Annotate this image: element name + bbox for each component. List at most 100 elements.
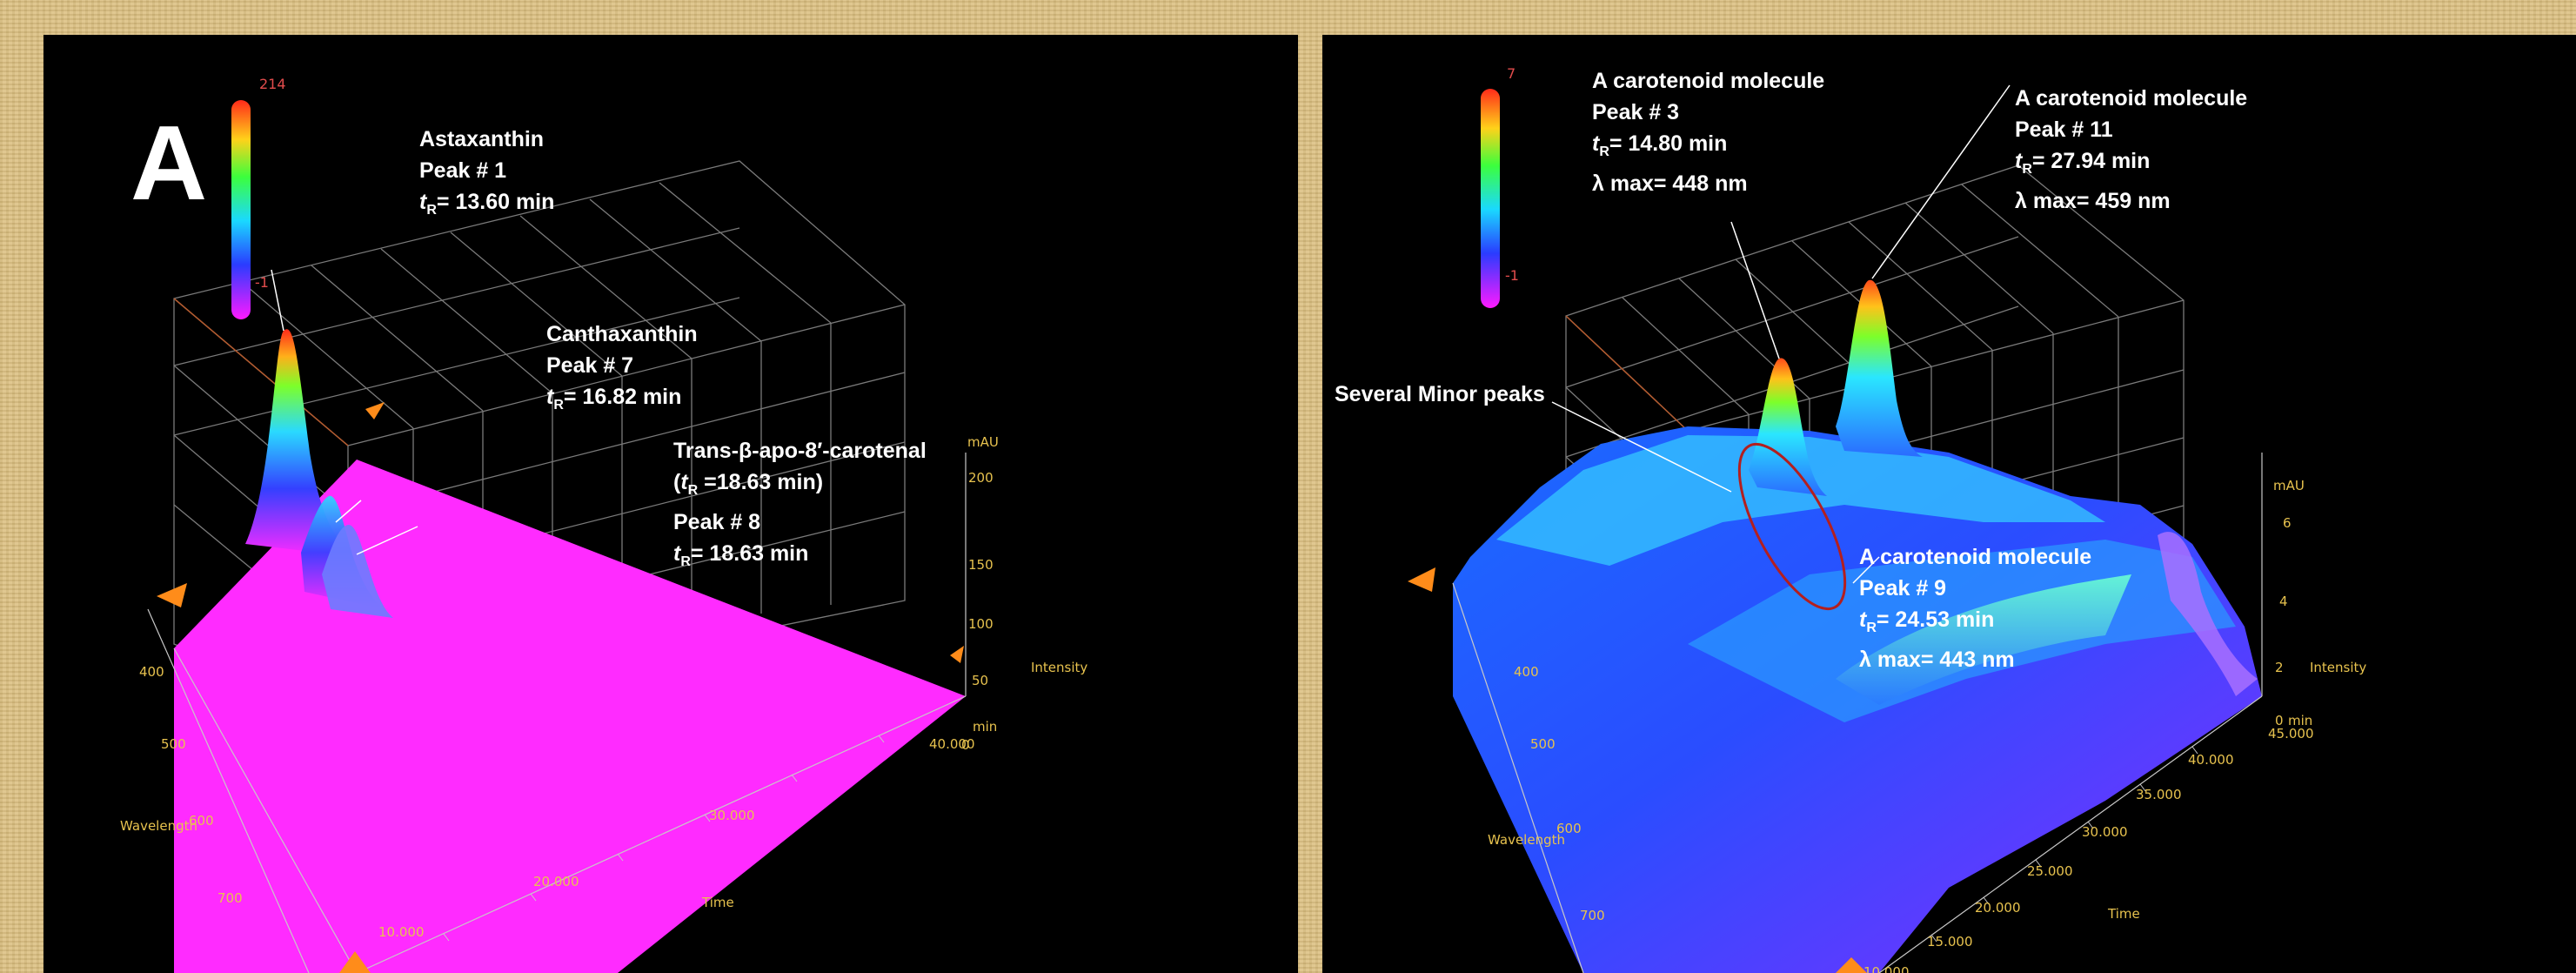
color-scale-max-b: 7	[1507, 65, 1515, 82]
peak-9-name: A carotenoid molecule	[1859, 545, 2092, 569]
intensity-tick-6-b: 6	[2283, 515, 2292, 531]
canthaxanthin-tr: tR= 16.82 min	[546, 385, 682, 413]
wavelength-tick-500: 500	[161, 736, 186, 752]
surface-edge-ridge	[2158, 532, 2258, 696]
marker-bottom-b	[1836, 957, 1867, 973]
peak-11	[1836, 279, 1923, 457]
canthaxanthin-name: Canthaxanthin	[546, 322, 698, 346]
peak-3-tr: tR= 14.80 min	[1592, 131, 1728, 159]
origin-edge	[173, 298, 349, 446]
time-tick-20: 20.000	[533, 874, 579, 889]
time-tick-30-b: 30.000	[2082, 824, 2128, 840]
axis-lines-b	[1452, 453, 2263, 973]
marker-bottom	[339, 951, 371, 973]
panel-a: 400 500 600 700 Wavelength 10.000 20.000…	[43, 35, 1298, 973]
wavelength-tick-700: 700	[217, 890, 243, 906]
surface-plateau-b	[1496, 435, 2105, 566]
apocarotenal-name: Trans-β-apo-8′-carotenal	[673, 439, 927, 463]
time-axis-ticks-b	[1930, 746, 2198, 943]
peak-3-lmax: λ max= 448 nm	[1592, 171, 1748, 196]
intensity-tick-150: 150	[968, 557, 994, 573]
annotation-astaxanthin: Astaxanthin Peak # 1 tR= 13.60 min	[419, 124, 554, 226]
annotation-canthaxanthin: Canthaxanthin Peak # 7 tR= 16.82 min	[546, 319, 698, 421]
time-axis-line	[173, 648, 967, 973]
intensity-tick-200: 200	[968, 470, 994, 486]
peak-9-lmax: λ max= 443 nm	[1859, 648, 2015, 672]
intensity-tick-50: 50	[972, 673, 988, 688]
marker-left-b	[1408, 567, 1435, 592]
time-unit: min	[973, 719, 997, 735]
peak-9-tr: tR= 24.53 min	[1859, 607, 1995, 635]
peak-11-name: A carotenoid molecule	[2015, 86, 2248, 111]
peak-3-name: A carotenoid molecule	[1592, 69, 1825, 93]
annotation-peak-3: A carotenoid molecule Peak # 3 tR= 14.80…	[1592, 65, 1824, 199]
panel-b: 400 500 600 700 Wavelength 10.000 15.000…	[1322, 35, 2576, 973]
wavelength-axis-label-b: Wavelength	[1488, 832, 1565, 848]
leader-lines-b	[1551, 84, 2011, 584]
marker-right	[950, 646, 964, 663]
peak-11-lmax: λ max= 459 nm	[2015, 189, 2171, 213]
color-scale-min-b: -1	[1505, 267, 1519, 284]
annotation-minor-peaks: Several Minor peaks	[1335, 382, 1545, 406]
peak-11-tr: tR= 27.94 min	[2015, 149, 2151, 177]
wavelength-tick-700-b: 700	[1580, 908, 1605, 923]
annotation-apocarotenal: Trans-β-apo-8′-carotenal (tR =18.63 min)…	[673, 435, 927, 578]
intensity-tick-4-b: 4	[2279, 594, 2288, 609]
apocarotenal-peak: Peak # 8	[673, 510, 761, 534]
marker-left	[157, 583, 187, 607]
wavelength-tick-600-b: 600	[1556, 821, 1582, 836]
wavelength-axis-line	[147, 608, 310, 973]
intensity-axis-label: Intensity	[1031, 660, 1087, 675]
time-tick-20-b: 20.000	[1975, 900, 2021, 916]
time-tick-40-b: 40.000	[2188, 752, 2234, 768]
surface-plot-a: 400 500 600 700 Wavelength 10.000 20.000…	[120, 76, 1087, 973]
wavelength-tick-400: 400	[139, 664, 164, 680]
time-axis-ticks	[443, 735, 885, 942]
time-tick-25-b: 25.000	[2027, 863, 2073, 879]
wavelength-axis-label: Wavelength	[120, 818, 197, 834]
canthaxanthin-peak: Peak # 7	[546, 353, 634, 378]
minor-peaks-ellipse	[1737, 442, 1847, 611]
leader-lines	[271, 269, 418, 555]
origin-edge-b	[1565, 315, 1689, 432]
peak-3-peak: Peak # 3	[1592, 100, 1680, 124]
wavelength-tick-400-b: 400	[1514, 664, 1539, 680]
time-axis-label: Time	[701, 895, 734, 910]
color-scale-max: 214	[259, 76, 286, 92]
intensity-tick-2-b: 2	[2275, 660, 2284, 675]
time-tick-45-b: 45.000	[2268, 726, 2314, 741]
astaxanthin-name: Astaxanthin	[419, 127, 545, 151]
annotation-peak-11: A carotenoid molecule Peak # 11 tR= 27.9…	[2015, 83, 2247, 217]
time-unit-b: min	[2288, 713, 2312, 728]
apocarotenal-tr-paren: (tR =18.63 min)	[673, 470, 824, 498]
intensity-tick-100: 100	[968, 616, 994, 632]
time-tick-30: 30.000	[709, 808, 755, 823]
intensity-tick-0: 0	[961, 737, 970, 753]
color-scale-bar	[231, 100, 251, 319]
time-tick-40: 40.000	[929, 736, 975, 752]
time-tick-35-b: 35.000	[2136, 787, 2182, 802]
peak-9-ridge	[1836, 574, 2131, 705]
annotation-peak-9: A carotenoid molecule Peak # 9 tR= 24.53…	[1859, 541, 2091, 675]
astaxanthin-peak: Peak # 1	[419, 158, 507, 183]
time-axis-label-b: Time	[2107, 906, 2140, 922]
wavelength-tick-600: 600	[189, 813, 214, 829]
panel-label-a: A	[130, 104, 208, 222]
peak-9-peak: Peak # 9	[1859, 576, 1947, 601]
wavelength-tick-500-b: 500	[1530, 736, 1556, 752]
marker-top	[365, 402, 385, 419]
intensity-axis-label-b: Intensity	[2310, 660, 2366, 675]
time-tick-15-b: 15.000	[1927, 934, 1973, 950]
surface-plot-b: 400 500 600 700 Wavelength 10.000 15.000…	[1408, 65, 2366, 973]
peak-3	[1749, 358, 1827, 496]
color-scale-bar-b	[1481, 89, 1500, 308]
time-tick-10-b: 10.000	[1863, 964, 1910, 973]
peak-astaxanthin	[245, 329, 357, 557]
peak-11-peak: Peak # 11	[2015, 117, 2113, 142]
astaxanthin-tr: tR= 13.60 min	[419, 190, 555, 218]
intensity-tick-0-b: 0	[2275, 713, 2284, 728]
time-tick-10: 10.000	[378, 924, 425, 940]
intensity-unit: mAU	[967, 434, 999, 450]
apocarotenal-tr: tR= 18.63 min	[673, 541, 809, 569]
peak-apocarotenal	[322, 524, 393, 618]
